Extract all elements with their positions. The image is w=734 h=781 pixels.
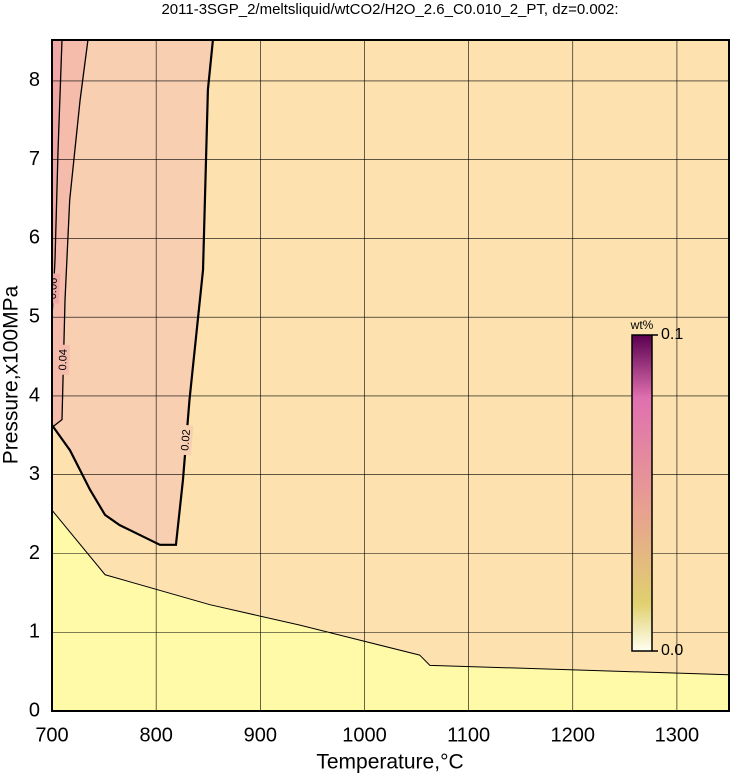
x-tick-label: 1300: [655, 724, 700, 746]
colorbar-tick-label: 0.1: [661, 326, 683, 343]
y-tick-label: 6: [29, 227, 40, 249]
y-axis-label: Pressure,x100MPa: [0, 285, 23, 464]
contour-fill: [52, 40, 213, 545]
contour-line: [52, 40, 215, 546]
x-tick-label: 1100: [447, 724, 490, 746]
overlay: 700 800 900 1000 1100 1200 1300012345678wt%0.0…: [29, 39, 730, 746]
x-tick-label: 900: [244, 724, 277, 746]
colorbar: [631, 334, 653, 652]
y-tick-label: 8: [29, 69, 40, 91]
colorbar-label: wt%: [630, 318, 654, 332]
chart-title: 2011-3SGP_2/meltsliquid/wtCO2/H2O_2.6_C0…: [161, 1, 618, 18]
colorbar-tick-label: 0.0: [661, 642, 683, 659]
x-axis-label: Temperature,°C: [316, 751, 463, 774]
plot-area: 0.02 0.04 0.06: [47, 40, 729, 711]
contour-label-group: 0.02: [179, 424, 194, 456]
y-tick-label: 1: [29, 621, 40, 643]
x-tick-label: 1000: [342, 724, 387, 746]
y-tick-label: 5: [29, 306, 40, 328]
contour-label-bg: [57, 344, 70, 375]
y-tick-label: 3: [29, 463, 40, 485]
contour-label: 0.02: [179, 429, 193, 451]
contour-fill: [52, 40, 88, 428]
x-tick-label: 1200: [551, 724, 596, 746]
contour-label-group: 0.06: [47, 273, 61, 304]
contour-fill: [52, 40, 729, 675]
contour-label: 0.04: [57, 349, 70, 371]
contour-label: 0.06: [47, 277, 60, 299]
contour-line: [52, 40, 89, 428]
y-tick-label: 4: [29, 384, 40, 406]
contour-label-group: 0.04: [57, 344, 70, 375]
y-tick-label: 2: [29, 542, 40, 564]
plot-frame: [51, 39, 730, 712]
contour-line: [52, 509, 729, 676]
contour-label-bg: [179, 424, 194, 456]
x-tick-label: 700: [35, 724, 68, 746]
x-tick-label: 800: [139, 724, 172, 746]
y-tick-label: 0: [29, 699, 40, 721]
contour-label-bg: [52, 273, 61, 304]
y-tick-label: 7: [29, 148, 40, 170]
